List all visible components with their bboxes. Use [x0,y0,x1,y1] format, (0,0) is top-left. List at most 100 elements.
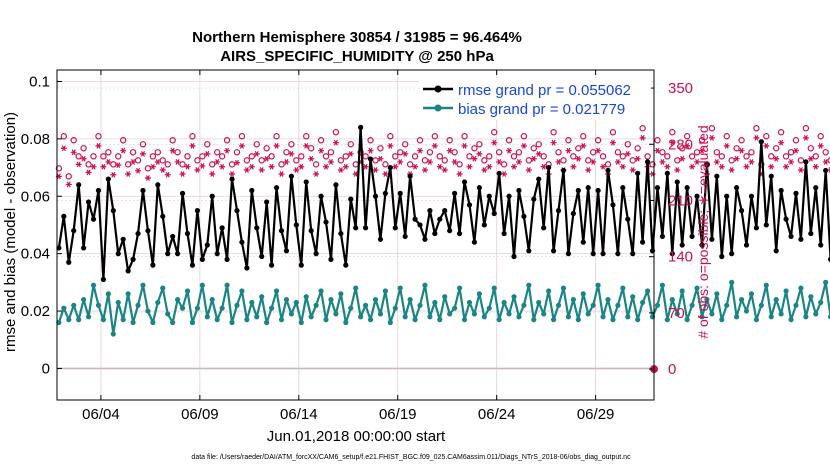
obs-evaluated-marker [135,167,142,174]
axis-ticks: 0 0.02 0.04 0.06 0.08 0.1 0 70 140 210 280 350 06/04… [21,70,693,423]
obs-possible-marker [708,125,716,132]
obs-evaluated-star [397,159,404,165]
rmse-point [189,262,196,268]
rmse-point [81,245,87,251]
rmse-point [333,182,339,188]
bias-point [664,317,670,323]
rmse-point [773,248,779,254]
obs-possible-marker [535,141,542,148]
rmse-point [115,251,121,257]
obs-evaluated-marker [817,142,824,149]
rmse-point [738,208,745,214]
obs-possible-marker [110,161,117,168]
bias-point [748,291,755,297]
obs-evaluated-marker [679,155,686,162]
obs-evaluated-star [649,171,656,177]
bias-point [447,311,453,317]
bias-point [738,296,745,303]
obs-evaluated-marker [120,147,127,154]
obs-possible-marker [466,153,473,160]
obs-evaluated-marker [130,159,137,165]
obs-possible-marker [55,165,63,172]
obs-possible-marker [288,141,295,148]
x-tick-label: 06/04 [82,406,120,423]
obs-evaluated-star [491,139,498,146]
rmse-point [362,225,369,231]
obs-possible-marker [698,137,706,144]
obs-evaluated-marker [318,147,325,154]
obs-evaluated-marker [60,145,67,152]
bias-point [531,317,537,323]
rmse-point [521,213,527,219]
obs-possible-marker [119,137,127,144]
obs-possible-marker [530,145,537,152]
obs-evaluated-star [149,163,156,170]
obs-possible-marker [149,153,157,160]
rmse-point [743,242,750,248]
rmse-point [407,173,413,179]
obs-evaluated-star [308,155,315,162]
rmse-point [214,251,220,257]
rmse-point [491,210,497,217]
obs-evaluated-marker [600,163,607,170]
obs-possible-marker [693,149,701,156]
obs-evaluated-marker [689,163,696,170]
obs-evaluated-marker [337,167,344,173]
bias-point [328,296,334,303]
obs-evaluated-marker [748,159,755,165]
obs-evaluated-star [822,159,829,165]
obs-evaluated-marker [451,159,458,165]
obs-evaluated-star [783,163,790,170]
bias-point [254,314,260,320]
obs-possible-marker [797,157,805,164]
obs-possible-marker [184,153,191,160]
obs-evaluated-star [520,142,527,149]
obs-evaluated-star [792,147,799,154]
bias-point [358,314,364,320]
obs-evaluated-star [471,155,478,162]
obs-evaluated-star [367,147,374,154]
obs-evaluated-star [530,155,537,162]
rmse-point [630,251,636,257]
obs-evaluated-marker [342,163,349,170]
obs-evaluated-marker [619,163,626,170]
bias-point [81,296,87,303]
bias-point [194,305,200,311]
obs-evaluated-marker [421,167,428,173]
bias-point [417,302,423,308]
obs-possible-marker [738,137,745,144]
obs-possible-marker [654,137,661,144]
obs-evaluated-marker [75,161,82,168]
obs-possible-marker [105,149,112,156]
rmse-point [338,230,344,237]
obs-possible-marker [594,137,602,144]
obs-evaluated-marker [313,171,320,177]
obs-possible-marker [599,153,607,160]
bias-point [808,294,814,300]
rmse-point [768,173,774,179]
bias-point [95,302,102,308]
rmse-point [724,193,730,199]
bias-point [407,296,413,303]
obs-evaluated-marker [491,139,498,146]
obs-evaluated-marker [718,163,725,170]
obs-evaluated-marker [199,163,206,169]
rmse-point [100,276,107,283]
obs-evaluated-star [60,145,67,152]
rmse-point [259,253,265,260]
obs-evaluated-star [85,169,92,176]
rmse-point [590,251,596,257]
obs-possible-marker [218,153,226,160]
x-tick-label: 06/24 [478,406,516,423]
obs-evaluated-marker [565,147,572,154]
obs-evaluated-marker [555,159,562,165]
obs-possible-marker [307,145,315,152]
legend-bias-label: bias grand pr = 0.021779 [458,101,625,118]
obs-evaluated-star [194,167,201,173]
obs-evaluated-marker [446,147,453,154]
bias-point [753,317,760,323]
obs-evaluated-marker [792,147,799,154]
obs-possible-marker [362,153,369,160]
obs-possible-marker [416,137,424,144]
